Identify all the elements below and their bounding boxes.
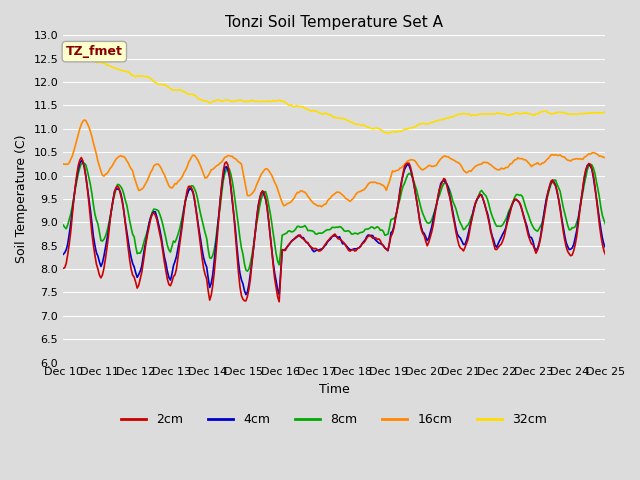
Legend: 2cm, 4cm, 8cm, 16cm, 32cm: 2cm, 4cm, 8cm, 16cm, 32cm	[116, 408, 552, 431]
X-axis label: Time: Time	[319, 383, 349, 396]
Y-axis label: Soil Temperature (C): Soil Temperature (C)	[15, 135, 28, 263]
Title: Tonzi Soil Temperature Set A: Tonzi Soil Temperature Set A	[225, 15, 444, 30]
Text: TZ_fmet: TZ_fmet	[66, 45, 123, 58]
